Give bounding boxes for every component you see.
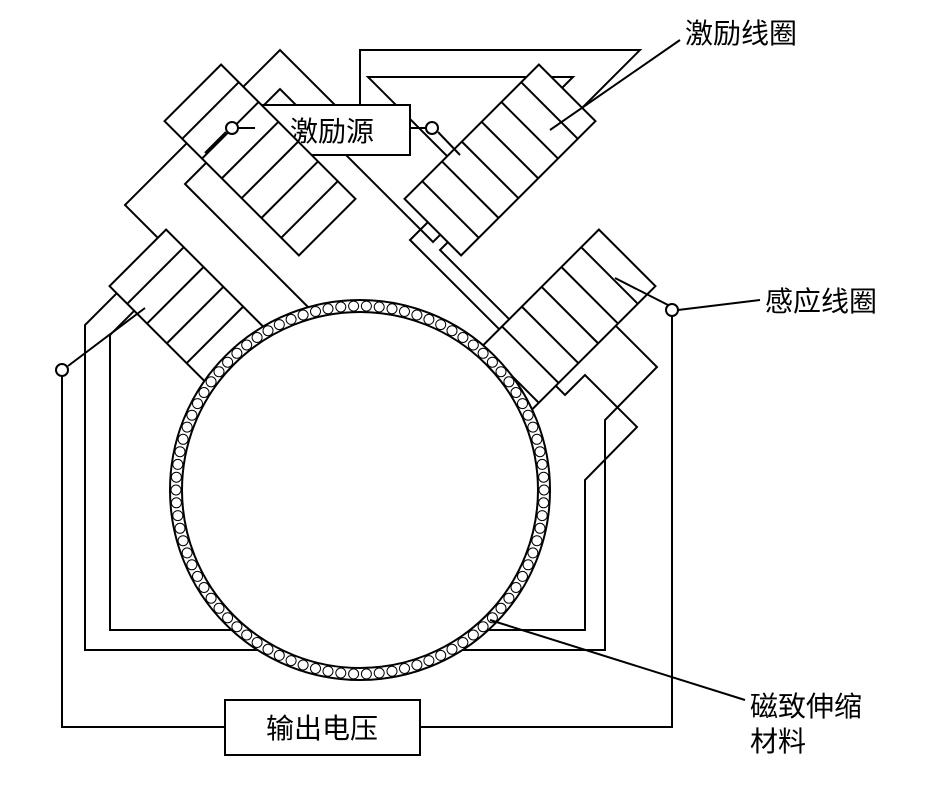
lead-ind-left xyxy=(68,308,145,366)
induction-terminal-left xyxy=(56,364,68,376)
label-induction-coil: 感应线圈 xyxy=(765,280,877,320)
diagram-canvas: 激励源 输出电压 xyxy=(0,0,943,794)
coil-right-upper xyxy=(405,65,596,256)
leader-induction-coil xyxy=(678,300,760,310)
leader-magnetostrictive xyxy=(490,620,745,700)
magnetostrictive-ring xyxy=(170,300,550,680)
output-voltage-label: 输出电压 xyxy=(266,713,378,745)
excitation-terminal-left xyxy=(226,122,238,134)
leader-excitation-coil xyxy=(550,40,680,130)
label-magnetostrictive-l2: 材料 xyxy=(750,720,806,760)
label-magnetostrictive-l1: 磁致伸缩 xyxy=(750,685,862,725)
excitation-terminal-right xyxy=(426,122,438,134)
induction-terminal-right xyxy=(666,304,678,316)
excitation-source-label: 激励源 xyxy=(290,116,374,148)
label-excitation-coil: 激励线圈 xyxy=(685,12,797,52)
coil-left-upper xyxy=(165,65,356,256)
